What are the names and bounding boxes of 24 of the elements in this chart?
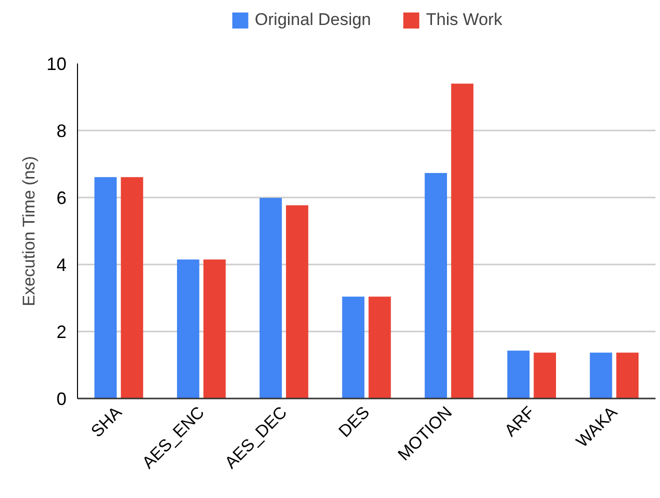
bar — [616, 352, 639, 398]
bar — [203, 259, 226, 398]
x-tick-label: SHA — [87, 402, 126, 441]
y-tick-label: 10 — [46, 54, 67, 74]
bar — [424, 173, 448, 398]
bar — [534, 352, 556, 398]
y-axis-title: Execution Time (ns) — [19, 156, 38, 306]
legend-label: Original Design — [254, 10, 372, 30]
bar — [590, 352, 612, 398]
legend-label: This Work — [426, 10, 502, 30]
y-tick-label: 4 — [56, 255, 67, 275]
bar — [177, 259, 200, 398]
bar — [286, 205, 308, 398]
bar — [451, 84, 474, 398]
bar — [368, 296, 391, 398]
bar — [342, 296, 364, 398]
y-tick-label: 6 — [56, 188, 67, 208]
y-tick-label: 2 — [56, 322, 67, 342]
bar — [120, 177, 144, 398]
bar — [94, 177, 117, 398]
y-tick-label: 0 — [56, 389, 67, 409]
y-tick-label: 8 — [56, 121, 67, 141]
bar — [260, 198, 282, 398]
bar — [507, 350, 530, 398]
